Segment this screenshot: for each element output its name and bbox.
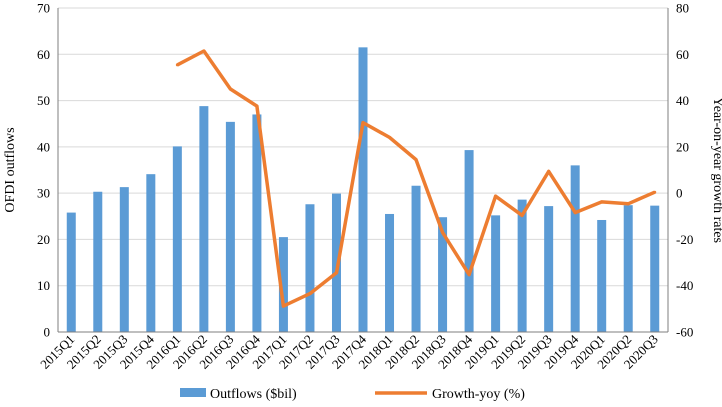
bar bbox=[570, 165, 580, 332]
line-point bbox=[361, 121, 365, 125]
bar bbox=[119, 187, 129, 332]
line-point bbox=[388, 135, 392, 139]
legend-bar-label: Outflows ($bil) bbox=[210, 387, 297, 402]
bar bbox=[305, 204, 315, 332]
right-tick-label: -20 bbox=[676, 232, 693, 247]
legend: Outflows ($bil) Growth-yoy (%) bbox=[180, 387, 525, 402]
bar bbox=[252, 114, 262, 332]
line-point bbox=[520, 213, 524, 217]
line-point bbox=[281, 304, 285, 308]
bar bbox=[544, 206, 554, 332]
bar bbox=[278, 237, 288, 332]
line-point bbox=[308, 292, 312, 296]
bar bbox=[225, 121, 235, 332]
bar bbox=[491, 215, 501, 332]
line-point bbox=[467, 273, 471, 277]
line-point bbox=[228, 87, 232, 91]
left-tick-label: 30 bbox=[37, 186, 50, 201]
line-point bbox=[175, 63, 179, 67]
bar bbox=[517, 199, 527, 332]
bar bbox=[66, 212, 76, 332]
x-axis-ticks: 2015Q12015Q22015Q32015Q42016Q12016Q22016… bbox=[37, 331, 661, 372]
line-point bbox=[202, 49, 206, 53]
right-tick-label: -40 bbox=[676, 278, 693, 293]
right-tick-label: 80 bbox=[676, 1, 689, 16]
left-axis-ticks: 0 10 20 30 40 50 60 70 bbox=[37, 1, 50, 340]
bar-series bbox=[66, 47, 660, 332]
bar bbox=[385, 213, 395, 332]
line-point bbox=[494, 194, 498, 198]
bar bbox=[650, 205, 660, 332]
line-point bbox=[600, 200, 604, 204]
right-tick-label: -60 bbox=[676, 325, 693, 340]
left-tick-label: 50 bbox=[37, 93, 50, 108]
bar bbox=[93, 191, 103, 332]
right-axis-title: Year-on-year growth rates bbox=[710, 97, 722, 243]
line-point bbox=[441, 230, 445, 234]
left-tick-label: 40 bbox=[37, 139, 50, 154]
line-point bbox=[255, 104, 259, 108]
line-series bbox=[175, 49, 657, 308]
right-tick-label: 60 bbox=[676, 47, 689, 62]
right-axis-ticks: -60 -40 -20 0 20 40 60 80 bbox=[676, 1, 693, 340]
left-tick-label: 10 bbox=[37, 278, 50, 293]
legend-bar-swatch bbox=[180, 388, 206, 397]
bar bbox=[358, 47, 368, 332]
line-point bbox=[626, 202, 630, 206]
legend-line-label: Growth-yoy (%) bbox=[432, 387, 525, 402]
bar bbox=[438, 217, 448, 332]
line-point bbox=[334, 271, 338, 275]
axes bbox=[57, 8, 669, 333]
bar bbox=[623, 205, 633, 332]
left-tick-label: 70 bbox=[37, 1, 50, 16]
bar bbox=[199, 106, 209, 332]
left-axis-title: OFDI outflows bbox=[3, 127, 18, 212]
right-tick-label: 40 bbox=[676, 93, 689, 108]
line-point bbox=[573, 211, 577, 215]
bar bbox=[172, 146, 182, 332]
right-tick-label: 0 bbox=[676, 186, 683, 201]
left-tick-label: 60 bbox=[37, 47, 50, 62]
right-tick-label: 20 bbox=[676, 139, 689, 154]
bar bbox=[331, 193, 341, 332]
bar bbox=[464, 150, 474, 332]
bar bbox=[411, 185, 421, 332]
left-tick-label: 20 bbox=[37, 232, 50, 247]
bar bbox=[597, 219, 607, 332]
line-point bbox=[547, 169, 551, 173]
line-point bbox=[414, 158, 418, 162]
left-tick-label: 0 bbox=[44, 325, 51, 340]
line-point bbox=[653, 190, 657, 194]
bar bbox=[146, 174, 156, 332]
